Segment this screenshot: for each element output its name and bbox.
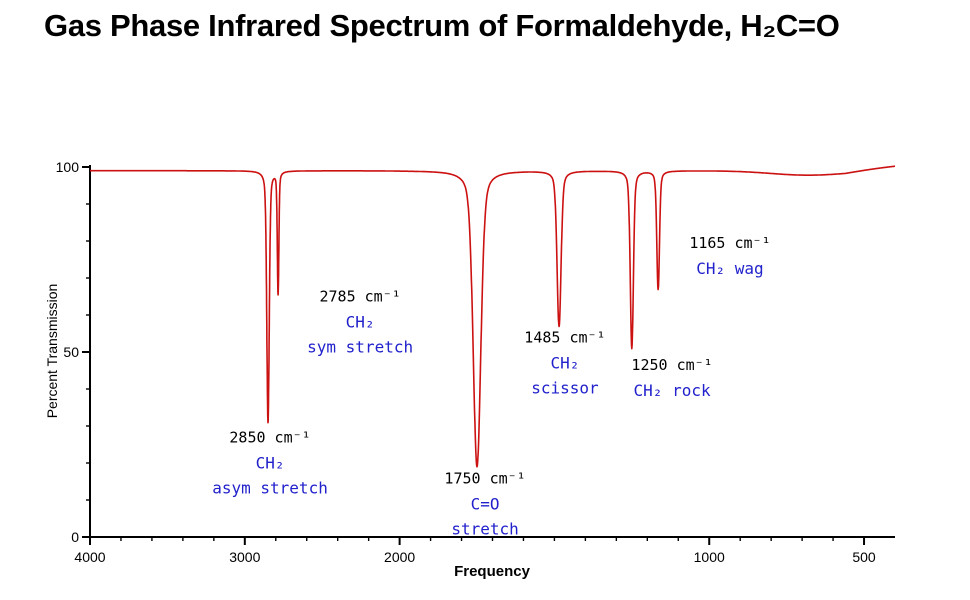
peak-wavenumber: 1485 cm⁻¹ xyxy=(524,328,606,347)
y-tick-label: 50 xyxy=(63,344,79,360)
peak-annotation-2850: 2850 cm⁻¹ CH₂ asym stretch xyxy=(212,426,328,501)
x-axis-title: Frequency xyxy=(454,563,530,580)
figure-title: Gas Phase Infrared Spectrum of Formaldeh… xyxy=(44,8,840,43)
peak-assignment-line: scissor xyxy=(531,378,599,398)
y-axis-ticks: 100 50 0 xyxy=(56,159,90,545)
peak-assignment-line: C=O xyxy=(470,494,500,514)
peak-assignment-line: stretch xyxy=(451,519,519,539)
peak-assignment-line: CH₂ xyxy=(255,453,285,473)
x-tick-label: 3000 xyxy=(229,549,260,565)
x-tick-label: 500 xyxy=(852,549,876,565)
peak-annotation-1485: 1485 cm⁻¹ CH₂ scissor xyxy=(524,326,605,401)
x-tick-label: 1000 xyxy=(694,549,725,565)
peak-wavenumber: 1750 cm⁻¹ xyxy=(444,469,526,488)
peak-assignment-line: CH₂ wag xyxy=(696,258,764,278)
peak-assignment-line: CH₂ xyxy=(345,312,375,332)
x-axis-ticks: 4000 3000 2000 1000 500 xyxy=(74,537,876,565)
y-tick-label: 100 xyxy=(56,159,80,175)
peak-wavenumber: 2785 cm⁻¹ xyxy=(319,287,401,306)
peak-assignment-line: CH₂ rock xyxy=(633,380,711,400)
x-tick-label: 2000 xyxy=(384,549,415,565)
peak-annotation-1750: 1750 cm⁻¹ C=O stretch xyxy=(444,466,525,541)
peak-assignment-line: CH₂ xyxy=(550,353,580,373)
peak-wavenumber: 1165 cm⁻¹ xyxy=(689,233,771,252)
peak-assignment-line: asym stretch xyxy=(212,478,328,498)
peak-annotation-2785: 2785 cm⁻¹ CH₂ sym stretch xyxy=(307,285,413,360)
spectrum-trace xyxy=(89,165,896,468)
y-axis-title: Percent Transmission xyxy=(44,283,60,419)
y-tick-label: 0 xyxy=(71,529,79,545)
peak-wavenumber: 1250 cm⁻¹ xyxy=(631,355,713,374)
peak-wavenumber: 2850 cm⁻¹ xyxy=(229,428,311,447)
peak-annotation-1165: 1165 cm⁻¹ CH₂ wag xyxy=(689,231,770,281)
x-tick-label: 4000 xyxy=(74,549,105,565)
peak-assignment-line: sym stretch xyxy=(307,337,414,357)
peak-annotation-1250: 1250 cm⁻¹ CH₂ rock xyxy=(631,353,712,403)
